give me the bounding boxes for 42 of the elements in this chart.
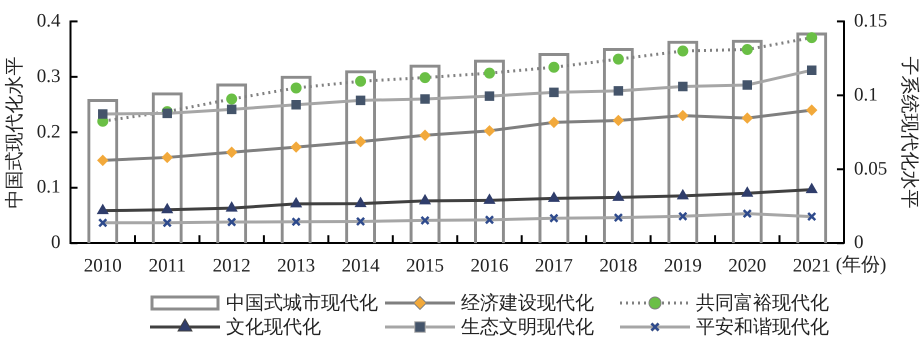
y-tick-label: 0.3	[36, 66, 61, 87]
point	[806, 183, 818, 194]
legend-label: 平安和谐现代化	[696, 316, 829, 340]
y-tick-label: 0.1	[36, 176, 61, 198]
y2-tick-label: 0.05	[854, 158, 888, 180]
x-tick-label: 2013	[277, 256, 316, 277]
x-tick-label: 2011	[148, 256, 186, 277]
y2-tick-label: 0.1	[854, 84, 878, 106]
y2-tick-label: 0.15	[854, 10, 888, 32]
x-tick-label: 2010	[84, 256, 122, 277]
x-tick-label: 2016	[470, 256, 508, 277]
point	[484, 194, 496, 204]
x-tick-label: 2019	[664, 256, 702, 277]
x-tick-label: 2021	[792, 256, 831, 277]
x-tick-label: 2017	[534, 256, 573, 277]
y2-tick-label: 0	[854, 232, 864, 254]
legend-label: 文化现代化	[226, 316, 321, 340]
point	[354, 197, 366, 208]
y-tick-label: 0.4	[36, 10, 62, 32]
y-tick-label: 0.2	[36, 121, 61, 142]
legend-label: 经济建设现代化	[461, 292, 594, 316]
x-tick-label: 2014	[342, 256, 380, 277]
point	[742, 186, 753, 197]
x-tick-label: 2018	[599, 256, 638, 277]
legend-label: 生态文明现代化	[461, 316, 594, 340]
point	[162, 203, 173, 214]
point	[612, 190, 624, 201]
point	[226, 202, 238, 212]
y-axis-title: 中国式现代化水平	[4, 56, 26, 208]
legend-label: 中国式城市现代化	[226, 292, 378, 316]
point	[677, 189, 689, 200]
legend-label: 共同富裕现代化	[696, 292, 829, 316]
point	[548, 192, 560, 202]
y2-axis-title: 子系统现代化水平	[898, 56, 920, 208]
point	[97, 204, 108, 214]
x-tick-label: 2012	[212, 256, 251, 277]
point	[290, 197, 302, 208]
x-tick-label: 2015	[406, 256, 444, 277]
x-axis-title: (年份)	[836, 254, 886, 276]
x-tick-label: 2020	[728, 256, 766, 277]
y-tick-label: 0	[51, 232, 61, 254]
point	[419, 194, 431, 204]
